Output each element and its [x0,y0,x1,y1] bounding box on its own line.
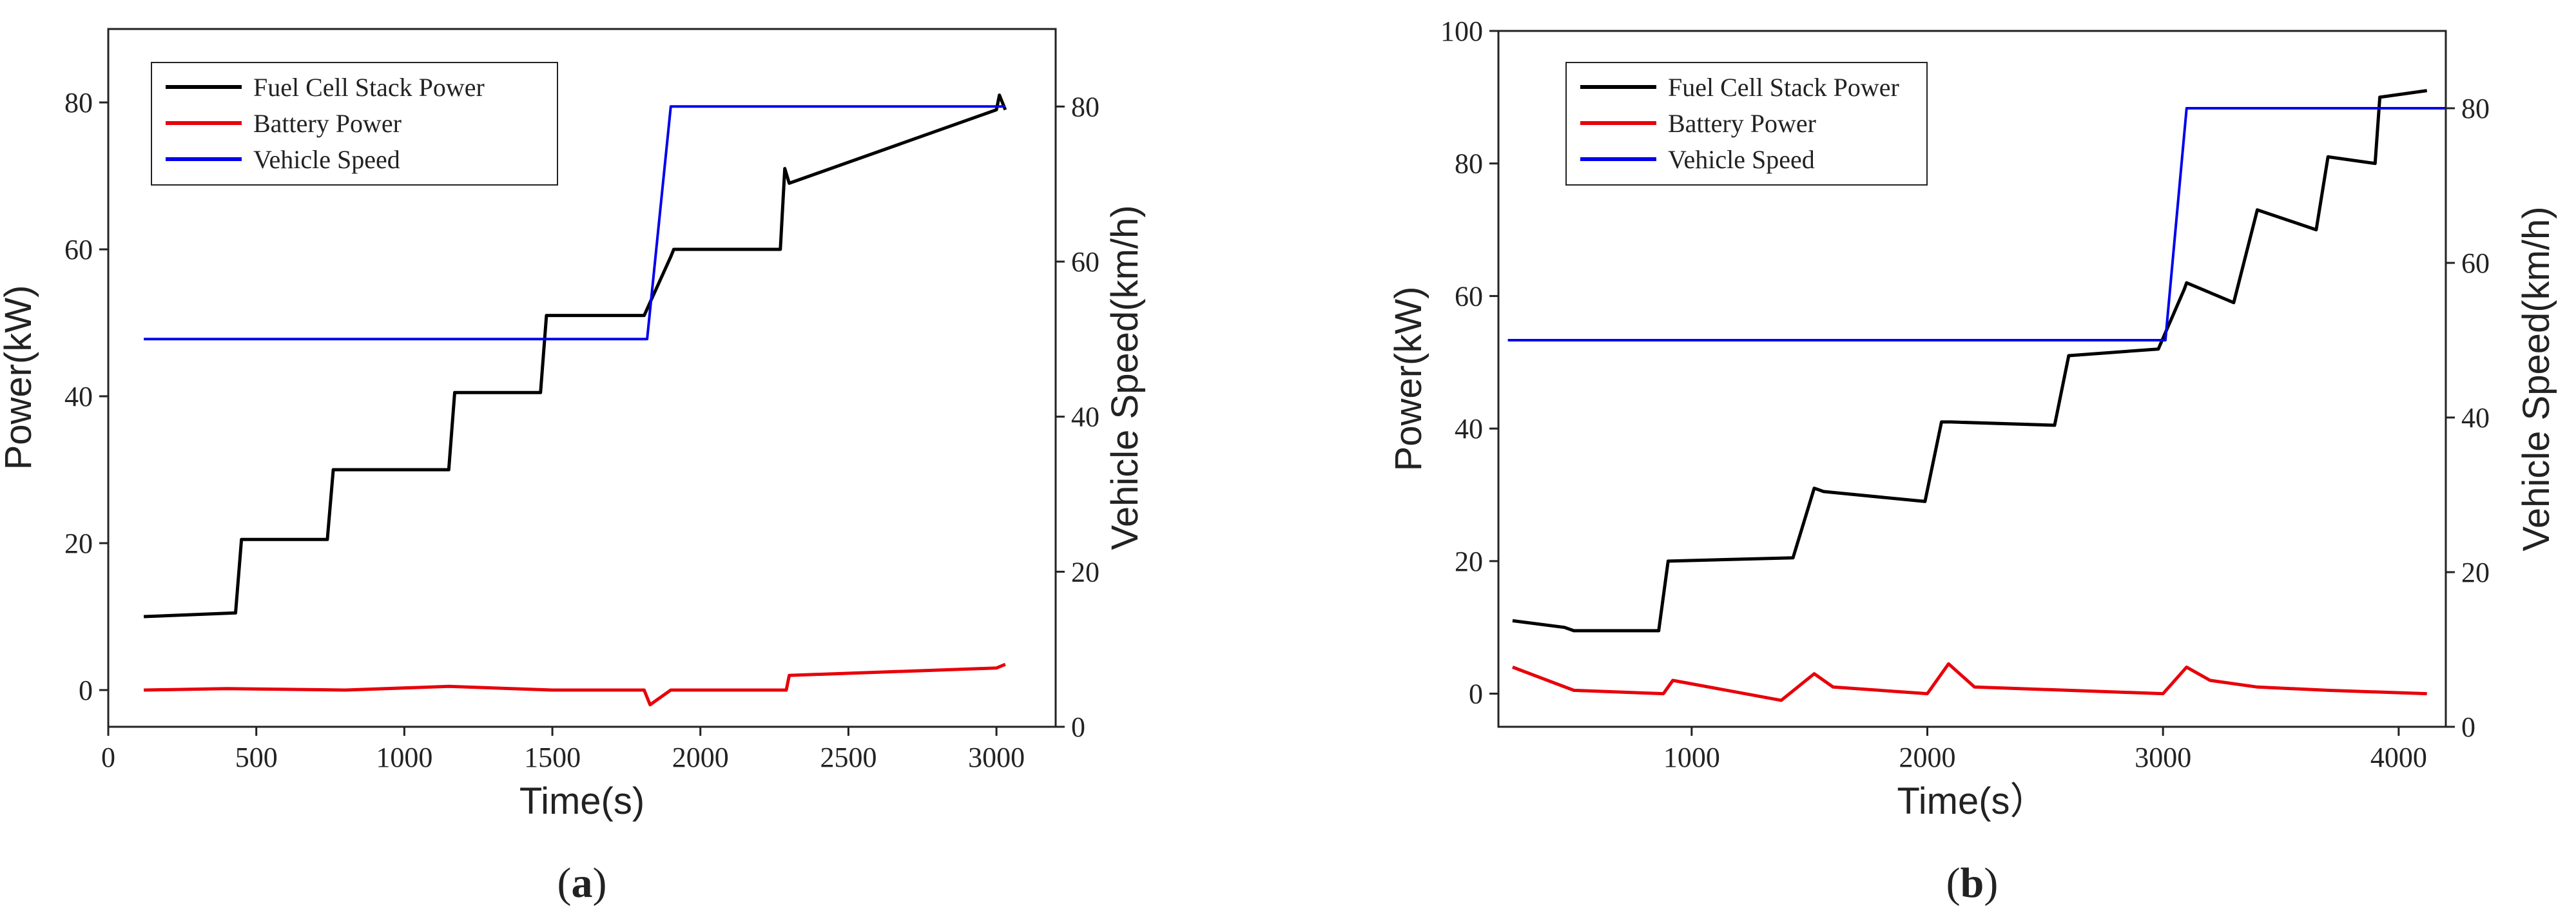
caption-open: ( [1946,860,1961,907]
y-right-tick-label: 60 [2461,247,2490,279]
x-tick-label: 2500 [820,742,876,773]
y-right-tick-label: 80 [1071,91,1099,122]
series-line-stack [1512,89,2428,633]
series-line-speed [144,105,1005,341]
y-left-tick-label: 0 [79,675,93,706]
series-line-speed [1507,107,2446,341]
y-left-tick-label: 40 [64,381,93,412]
subfigure-caption: (b) [1946,860,1999,907]
y-right-tick-label: 40 [1071,401,1099,433]
y-left-tick-label: 100 [1440,15,1483,47]
y-right-tick-label: 0 [1071,711,1085,743]
legend: Fuel Cell Stack Power Battery Power Vehicl… [151,62,558,186]
legend-label-stack: Fuel Cell Stack Power [1668,73,1899,102]
x-tick-label: 2000 [672,742,729,773]
series-line-battery [144,662,1006,707]
x-axis-label: Time(s) [519,780,644,822]
subfigure-caption: (a) [557,860,607,907]
y-right-tick-label: 60 [1071,246,1099,278]
series-line-battery [1512,662,2427,702]
x-tick-label: 4000 [2370,742,2427,773]
caption-close: ) [1984,860,1998,907]
x-tick-label: 2000 [1899,742,1956,773]
y-right-tick-label: 20 [2461,557,2490,588]
x-tick-label: 3000 [968,742,1025,773]
caption-open: ( [557,860,572,907]
caption-letter: b [1961,860,1984,907]
y-right-tick-label: 0 [2461,711,2475,743]
y-right-tick-label: 20 [1071,556,1099,588]
y-left-axis-label: Power(kW) [1388,287,1429,472]
plot-frame [1497,30,2447,728]
plot-frame [107,28,1057,728]
caption-letter: a [572,860,593,907]
x-tick-label: 1000 [376,742,432,773]
y-left-tick-label: 60 [1455,280,1483,312]
x-tick-label: 0 [101,742,115,773]
y-left-tick-label: 40 [1455,413,1483,445]
legend-label-speed: Vehicle Speed [253,145,400,174]
legend-label-battery: Battery Power [1668,109,1816,138]
y-left-axis-label: Power(kW) [0,285,39,470]
chart-a: 0 500 1000 1500 2000 2500 3000 0 20 40 60 80 0 20 40 60… [0,28,1146,907]
y-left-tick-label: 60 [64,234,93,265]
x-tick-label: 1500 [524,742,581,773]
legend-label-speed: Vehicle Speed [1668,145,1815,174]
x-tick-label: 500 [235,742,278,773]
x-axis-label: Time(s） [1897,780,2047,822]
y-right-axis-label: Vehicle Speed(km/h) [1104,205,1146,550]
y-right-tick-label: 80 [2461,93,2490,124]
x-tick-label: 1000 [1663,742,1720,773]
caption-close: ) [593,860,607,907]
legend-label-battery: Battery Power [253,109,402,138]
y-left-tick-label: 80 [1455,148,1483,180]
y-left-tick-label: 80 [64,87,93,119]
y-left-tick-label: 0 [1469,678,1483,710]
legend: Fuel Cell Stack Power Battery Power Vehicl… [1565,62,1928,186]
y-right-tick-label: 40 [2461,402,2490,434]
x-tick-label: 3000 [2135,742,2191,773]
chart-b: 1000 2000 3000 4000020406080100020406080Tim… [1388,15,2557,907]
y-right-axis-label: Vehicle Speed(km/h) [2515,206,2557,551]
series-line-stack [144,93,1007,619]
y-left-tick-label: 20 [1455,546,1483,577]
legend-label-stack: Fuel Cell Stack Power [253,73,485,102]
y-left-tick-label: 20 [64,528,93,559]
